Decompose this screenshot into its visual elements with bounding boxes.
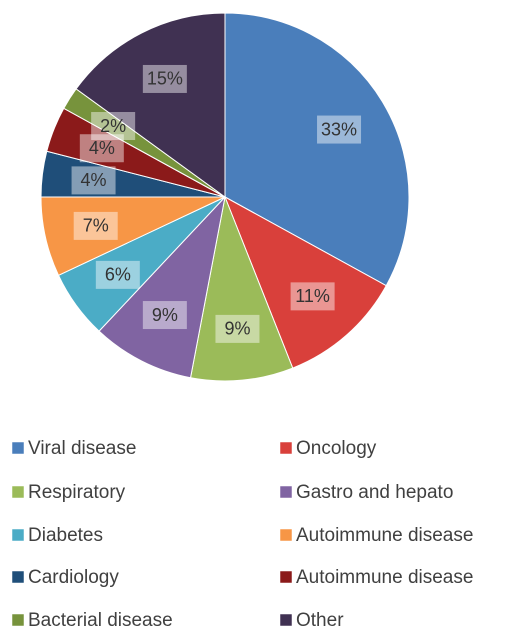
- data-label: 4%: [81, 170, 107, 190]
- pie-slice: [75, 12, 226, 198]
- legend-swatch: [11, 613, 25, 627]
- legend-label: Oncology: [296, 438, 377, 459]
- legend-label: Cardiology: [28, 567, 119, 588]
- legend-label: Bacterial disease: [28, 610, 173, 631]
- data-label-box: [71, 166, 116, 195]
- legend-label: Autoimmune disease: [296, 567, 473, 588]
- legend-swatch: [279, 613, 293, 627]
- legend-swatch: [11, 528, 25, 542]
- data-label: 15%: [147, 69, 183, 89]
- data-label-box: [73, 211, 118, 240]
- legend-label: Viral disease: [28, 438, 136, 459]
- data-label: 6%: [105, 265, 131, 285]
- legend-label: Diabetes: [28, 525, 103, 546]
- data-label-box: [290, 282, 335, 311]
- data-label-box: [142, 64, 187, 93]
- data-label-box: [142, 301, 187, 330]
- data-label: 4%: [89, 138, 115, 158]
- data-label: 2%: [100, 116, 126, 136]
- legend-swatch: [11, 441, 25, 455]
- pie-slice: [189, 195, 294, 382]
- legend-swatch: [11, 485, 25, 499]
- data-label-box: [79, 134, 124, 163]
- data-label-box: [215, 314, 260, 343]
- data-label-box: [91, 112, 136, 141]
- legend-label: Respiratory: [28, 482, 126, 503]
- data-label: 11%: [295, 286, 330, 306]
- data-label: 33%: [321, 119, 357, 139]
- pie-slice: [224, 195, 387, 369]
- legend-label: Other: [296, 610, 344, 631]
- data-label: 9%: [152, 305, 178, 325]
- pie-slice: [98, 195, 226, 379]
- legend-swatch: [279, 441, 293, 455]
- data-label: 9%: [224, 319, 250, 339]
- data-label-box: [317, 115, 362, 144]
- legend-label: Gastro and hepato: [296, 482, 453, 503]
- legend-label: Autoimmune disease: [296, 525, 473, 546]
- legend-swatch: [11, 570, 25, 584]
- legend-swatch: [279, 570, 293, 584]
- legend-swatch: [279, 485, 293, 499]
- data-label: 7%: [83, 216, 109, 236]
- legend-swatch: [279, 528, 293, 542]
- pie-slice: [224, 12, 410, 287]
- data-label-box: [95, 260, 140, 289]
